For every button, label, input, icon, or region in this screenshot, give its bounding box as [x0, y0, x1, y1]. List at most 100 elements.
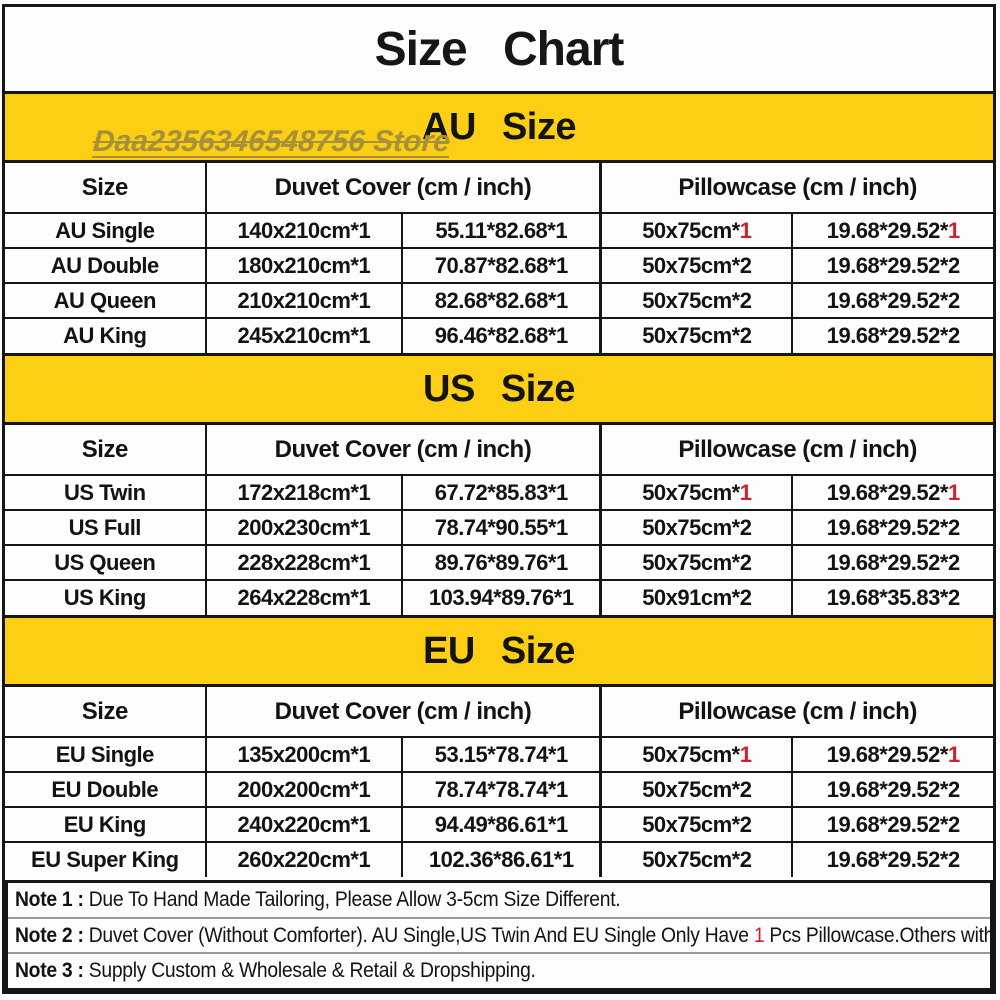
cell-pillowcase-inch: 19.68*29.52*2 [791, 282, 993, 319]
pillowcase-qty: 2 [947, 252, 960, 278]
pillowcase-qty: 2 [739, 252, 752, 278]
table-row-au-queen: AU Queen 210x210cm*1 82.68*82.68*1 50x75… [5, 282, 993, 319]
pillowcase-cm-text: 50x75cm* [642, 287, 740, 313]
pillowcase-inch-text: 19.68*29.52* [826, 323, 949, 348]
cell-pillowcase-inch: 19.68*35.83*2 [791, 579, 993, 615]
cell-pillowcase-cm: 50x75cm*2 [599, 806, 794, 843]
cell-size: US Full [5, 509, 207, 546]
section-band-au: AU Size Daa2356346548756 Store [5, 91, 993, 163]
table-row-au-double: AU Double 180x210cm*1 70.87*82.68*1 50x7… [5, 247, 993, 284]
cell-size: US Queen [5, 544, 207, 581]
eu-size-table: Size Duvet Cover (cm / inch) Pillowcase … [5, 687, 993, 877]
pillowcase-qty: 2 [947, 776, 960, 802]
pillowcase-qty: 2 [739, 323, 752, 348]
pillowcase-inch-text: 19.68*29.52* [826, 479, 949, 505]
cell-pillowcase-inch: 19.68*29.52*1 [791, 474, 993, 511]
cell-duvet-inch: 53.15*78.74*1 [401, 736, 602, 773]
cell-duvet-cm: 210x210cm*1 [204, 282, 404, 319]
pillowcase-qty: 2 [947, 847, 960, 872]
cell-pillowcase-cm: 50x75cm*2 [599, 282, 794, 319]
cell-duvet-cm: 264x228cm*1 [204, 579, 404, 615]
col-header-pillowcase: Pillowcase (cm / inch) [599, 687, 993, 738]
cell-size: US King [5, 579, 207, 615]
note-2-text-after: Pcs Pillowcase.Others with 2 Pcs Pillowc… [769, 923, 990, 947]
cell-size: AU King [5, 317, 207, 353]
pillowcase-qty: 2 [739, 776, 752, 802]
pillowcase-qty: 2 [739, 287, 752, 313]
pillowcase-inch-text: 19.68*29.52* [826, 287, 949, 313]
pillowcase-cm-text: 50x91cm* [642, 585, 740, 610]
pillowcase-cm-text: 50x75cm* [642, 323, 740, 348]
pillowcase-qty: 2 [947, 585, 960, 610]
pillowcase-inch-text: 19.68*29.52* [826, 217, 949, 243]
pillowcase-cm-text: 50x75cm* [642, 479, 740, 505]
cell-pillowcase-cm: 50x75cm*1 [599, 736, 794, 773]
section-band-eu: EU Size [5, 615, 993, 687]
cell-pillowcase-inch: 19.68*29.52*2 [791, 509, 993, 546]
cell-duvet-cm: 135x200cm*1 [204, 736, 404, 773]
cell-duvet-inch: 55.11*82.68*1 [401, 212, 602, 249]
pillowcase-inch-text: 19.68*35.83* [826, 585, 949, 610]
cell-duvet-cm: 200x230cm*1 [204, 509, 404, 546]
cell-duvet-cm: 200x200cm*1 [204, 771, 404, 808]
cell-duvet-inch: 70.87*82.68*1 [401, 247, 602, 284]
cell-size: EU Super King [5, 841, 207, 877]
pillowcase-qty: 1 [739, 217, 752, 243]
table-row-au-king: AU King 245x210cm*1 96.46*82.68*1 50x75c… [5, 317, 993, 353]
pillowcase-qty: 2 [739, 514, 752, 540]
section-band-us-label: US Size [423, 367, 575, 410]
store-watermark: Daa2356346548756 Store [91, 125, 452, 158]
table-header-row: Size Duvet Cover (cm / inch) Pillowcase … [5, 425, 993, 476]
table-row-us-full: US Full 200x230cm*1 78.74*90.55*1 50x75c… [5, 509, 993, 546]
cell-pillowcase-inch: 19.68*29.52*2 [791, 771, 993, 808]
pillowcase-qty: 2 [739, 585, 752, 610]
pillowcase-qty: 1 [739, 741, 752, 767]
pillowcase-cm-text: 50x75cm* [642, 776, 740, 802]
pillowcase-qty: 2 [947, 287, 960, 313]
section-band-au-label: AU Size [422, 105, 576, 148]
cell-size: AU Double [5, 247, 207, 284]
note-1: Note 1 : Due To Hand Made Tailoring, Ple… [15, 888, 621, 912]
pillowcase-cm-text: 50x75cm* [642, 514, 740, 540]
pillowcase-inch-text: 19.68*29.52* [826, 514, 949, 540]
note-row-3: Note 3 : Supply Custom & Wholesale & Ret… [8, 952, 990, 988]
cell-pillowcase-cm: 50x75cm*2 [599, 771, 794, 808]
cell-duvet-inch: 94.49*86.61*1 [401, 806, 602, 843]
pillowcase-qty: 2 [739, 811, 752, 837]
cell-duvet-inch: 102.36*86.61*1 [401, 841, 602, 877]
cell-pillowcase-cm: 50x75cm*1 [599, 212, 794, 249]
au-size-table: Size Duvet Cover (cm / inch) Pillowcase … [5, 163, 993, 353]
col-header-size: Size [5, 687, 207, 738]
cell-pillowcase-inch: 19.68*29.52*2 [791, 544, 993, 581]
note-3-text: Supply Custom & Wholesale & Retail & Dro… [88, 959, 536, 983]
pillowcase-inch-text: 19.68*29.52* [826, 776, 949, 802]
table-row-au-single: AU Single 140x210cm*1 55.11*82.68*1 50x7… [5, 212, 993, 249]
pillowcase-cm-text: 50x75cm* [642, 811, 740, 837]
col-header-duvet: Duvet Cover (cm / inch) [204, 687, 602, 738]
pillowcase-qty: 2 [947, 514, 960, 540]
cell-pillowcase-cm: 50x75cm*2 [599, 317, 794, 353]
cell-pillowcase-inch: 19.68*29.52*2 [791, 806, 993, 843]
cell-duvet-inch: 78.74*78.74*1 [401, 771, 602, 808]
cell-duvet-inch: 67.72*85.83*1 [401, 474, 602, 511]
cell-pillowcase-cm: 50x75cm*2 [599, 544, 794, 581]
cell-pillowcase-cm: 50x75cm*2 [599, 509, 794, 546]
cell-pillowcase-cm: 50x75cm*2 [599, 247, 794, 284]
note-row-2: Note 2 : Duvet Cover (Without Comforter)… [8, 916, 990, 953]
table-row-eu-double: EU Double 200x200cm*1 78.74*78.74*1 50x7… [5, 771, 993, 808]
cell-size: EU Single [5, 736, 207, 773]
title-bar: Size Chart [5, 7, 993, 91]
col-header-size: Size [5, 163, 207, 214]
cell-size: US Twin [5, 474, 207, 511]
cell-pillowcase-inch: 19.68*29.52*2 [791, 247, 993, 284]
cell-pillowcase-inch: 19.68*29.52*2 [791, 841, 993, 877]
cell-duvet-inch: 82.68*82.68*1 [401, 282, 602, 319]
cell-pillowcase-cm: 50x75cm*1 [599, 474, 794, 511]
pillowcase-qty: 2 [739, 847, 752, 872]
col-header-pillowcase: Pillowcase (cm / inch) [599, 425, 993, 476]
pillowcase-qty: 2 [947, 811, 960, 837]
col-header-size: Size [5, 425, 207, 476]
cell-duvet-cm: 260x220cm*1 [204, 841, 404, 877]
cell-duvet-cm: 245x210cm*1 [204, 317, 404, 353]
